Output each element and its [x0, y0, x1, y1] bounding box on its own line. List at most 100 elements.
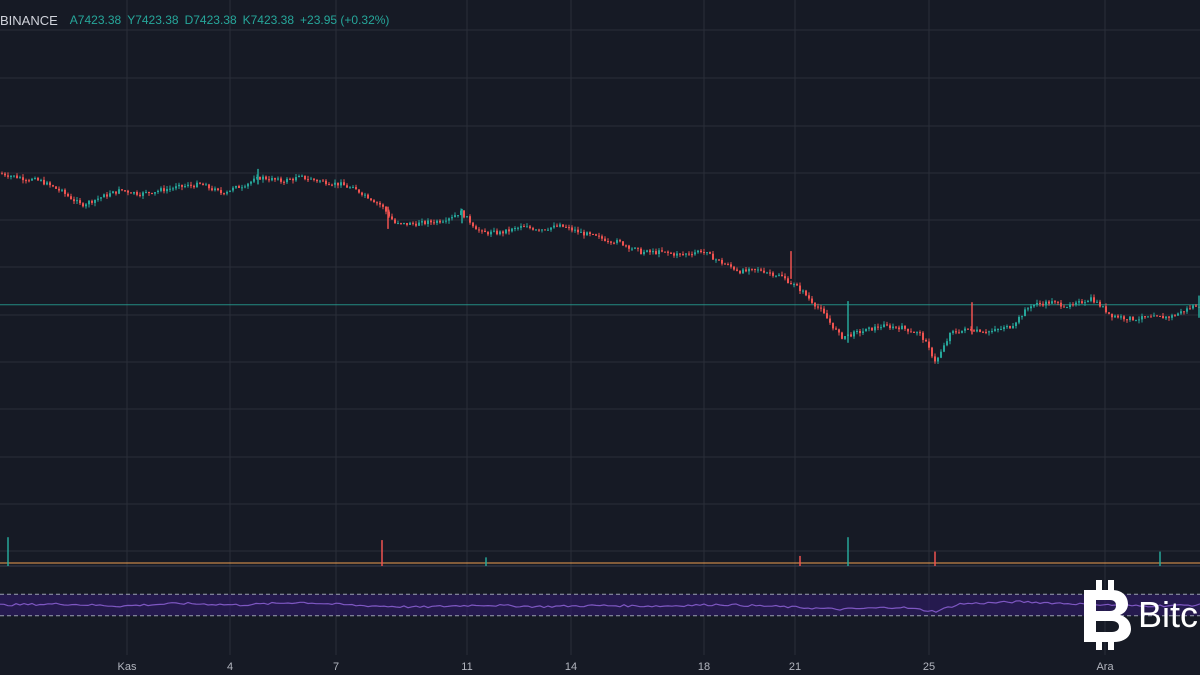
candle-body [334, 182, 336, 185]
candle-body [694, 252, 696, 255]
candle-body [442, 221, 444, 223]
candle-body [16, 175, 18, 179]
candle-body [1147, 316, 1149, 318]
candle-body [487, 232, 489, 235]
candle-body [712, 253, 714, 260]
candle-body [169, 188, 171, 190]
candle-body [223, 193, 225, 195]
candle-body [835, 328, 837, 330]
candle-body [553, 225, 555, 228]
candle-body [232, 187, 234, 191]
candle-body [238, 185, 240, 189]
x-tick-label: 18 [698, 661, 710, 673]
candle-body [616, 240, 618, 243]
candle-body [163, 188, 165, 192]
candle-body [448, 218, 450, 221]
candle-body [304, 175, 306, 180]
candle-body [568, 227, 570, 229]
candle-body [901, 325, 903, 330]
candle-body [895, 326, 897, 328]
candle-body [109, 193, 111, 197]
candle-body [772, 272, 774, 276]
candle-body [1168, 316, 1170, 318]
candle-body [367, 194, 369, 199]
candle-body [1000, 329, 1002, 331]
candle-body [700, 250, 702, 253]
candle-body [520, 226, 522, 228]
candle-body [829, 318, 831, 323]
candle-body [823, 308, 825, 314]
candle-body [46, 182, 48, 185]
candle-body [430, 220, 432, 223]
candle-body [535, 229, 537, 231]
candle-body [1051, 301, 1053, 304]
candle-body [1159, 315, 1161, 317]
bitcoin-logo-icon [1084, 580, 1131, 650]
candle-body [1117, 315, 1119, 318]
candle-body [781, 274, 783, 277]
x-tick-label: Ara [1096, 661, 1114, 673]
candle-body [1072, 304, 1074, 306]
candle-body [100, 197, 102, 199]
candle-body [988, 331, 990, 333]
candle-body [649, 250, 651, 253]
candle-body [124, 190, 126, 192]
candle-body [976, 329, 978, 332]
candle-body [928, 341, 930, 348]
candle-body [466, 216, 468, 218]
candle-body [1084, 302, 1086, 304]
x-tick-label: 4 [227, 661, 233, 673]
candle-body [1150, 316, 1152, 318]
candle-body [541, 229, 543, 231]
candle-body [949, 332, 951, 342]
candle-body [1171, 315, 1173, 318]
candle-body [55, 186, 57, 189]
candle-body [1042, 303, 1044, 306]
candle-body [43, 179, 45, 185]
candle-body [157, 190, 159, 193]
candle-body [805, 290, 807, 296]
candle-body [361, 192, 363, 195]
candle-body [826, 313, 828, 319]
candle-body [322, 180, 324, 182]
candle-body [961, 330, 963, 333]
candle-body [787, 278, 789, 284]
candle-body [559, 224, 561, 227]
candle-body [202, 183, 204, 186]
candle-body [910, 331, 912, 333]
candle-body [844, 336, 846, 339]
price-candles[interactable] [1, 168, 1200, 365]
candle-body [832, 322, 834, 329]
candle-body [73, 199, 75, 202]
candle-body [955, 331, 957, 333]
candle-body [481, 230, 483, 232]
candle-body [946, 341, 948, 346]
candle-body [403, 222, 405, 224]
candle-body [1165, 316, 1167, 319]
candle-body [103, 194, 105, 198]
candle-body [295, 177, 297, 181]
candle-body [1030, 306, 1032, 309]
candle-body [661, 250, 663, 252]
candle-body [1144, 316, 1146, 318]
candle-body [388, 211, 390, 217]
candle-body [505, 229, 507, 234]
candle-body [49, 182, 51, 186]
candle-body [628, 245, 630, 249]
candle-body [1081, 301, 1083, 304]
candle-body [715, 259, 717, 261]
candle-body [1009, 326, 1011, 329]
candle-body [283, 181, 285, 183]
candle-body [1033, 304, 1035, 307]
candle-body [913, 331, 915, 333]
candle-body [307, 179, 309, 181]
candle-body [40, 179, 42, 181]
candle-body [775, 275, 777, 277]
candle-body [1063, 306, 1065, 308]
candle-body [760, 269, 762, 271]
candle-body [517, 227, 519, 229]
candle-body [676, 253, 678, 256]
candle-body [292, 178, 294, 181]
time-axis[interactable]: Kas 4 7 11 14 18 21 25 Ara [0, 655, 1200, 675]
